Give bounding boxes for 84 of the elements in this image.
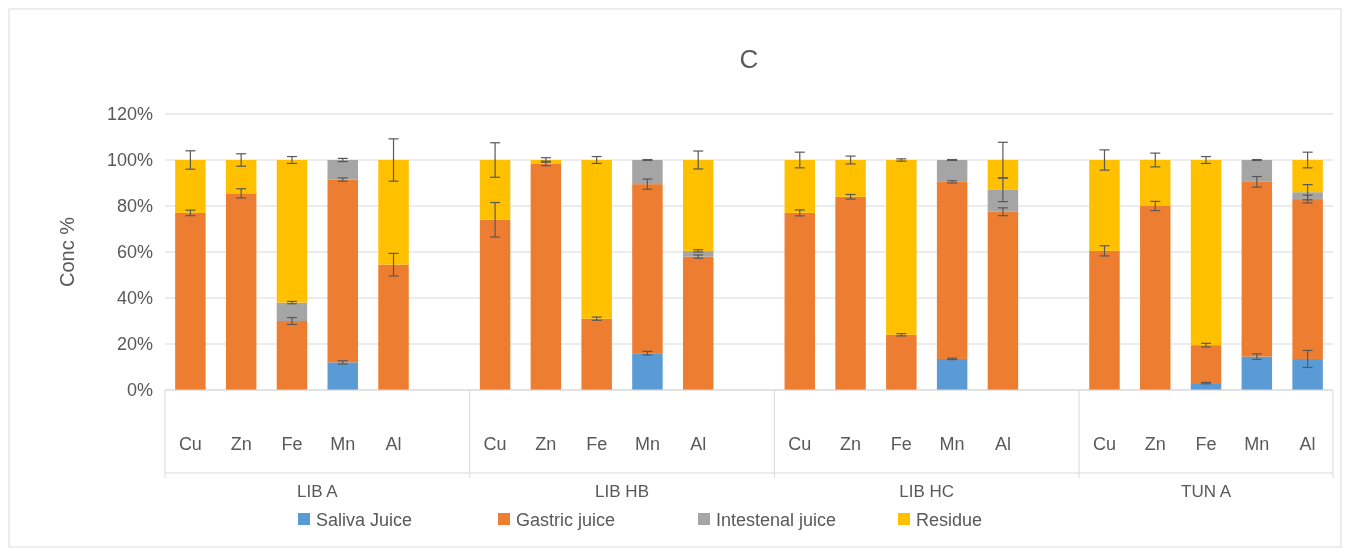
y-tick-label: 20% [116, 334, 153, 355]
bar [784, 212, 816, 390]
legend-label: Saliva Juice [316, 510, 413, 531]
y-tick-label: 0% [126, 380, 153, 401]
bar [581, 160, 612, 319]
y-axis-title: Conc % [56, 216, 78, 288]
bar [682, 256, 714, 390]
bar [1292, 192, 1323, 200]
bar [784, 160, 816, 213]
bar [327, 179, 358, 363]
text: TUN A [1181, 482, 1232, 501]
x-tick-label: Mn [939, 434, 965, 454]
x-tick-label: Zn [535, 434, 557, 454]
y-tick-label: 100% [106, 150, 153, 171]
y-tick-label: 40% [116, 288, 153, 309]
bar [327, 362, 358, 390]
bar [987, 160, 1019, 190]
bar [936, 160, 968, 182]
x-tick-label: Zn [840, 434, 862, 454]
bar [175, 160, 206, 213]
bar [1241, 160, 1273, 182]
bar [530, 163, 562, 390]
x-tick-label: Cu [483, 434, 507, 454]
x-tick-label: Fe [281, 434, 303, 454]
bar [936, 181, 968, 359]
bar [378, 264, 409, 390]
bar [886, 334, 917, 390]
bar [1140, 160, 1171, 206]
bar [225, 160, 257, 194]
bar [378, 160, 409, 265]
bar [1241, 356, 1273, 390]
text: LIB HC [899, 482, 955, 501]
bar [632, 353, 663, 390]
x-tick-label: Fe [890, 434, 912, 454]
x-tick-label: Fe [1195, 434, 1217, 454]
x-tick-label: Al [994, 434, 1011, 454]
bar [175, 212, 206, 390]
bar [835, 196, 866, 390]
bar [1140, 206, 1171, 390]
bar [632, 160, 663, 185]
bar [276, 302, 308, 321]
chart-title: C [739, 44, 759, 74]
bar [1241, 181, 1273, 357]
y-tick-label: 60% [116, 242, 153, 263]
text: LIB A [297, 482, 339, 501]
bar [1190, 160, 1222, 346]
bar [1190, 345, 1222, 384]
bar [632, 184, 663, 354]
bar [1089, 160, 1120, 251]
bar [1292, 160, 1323, 193]
y-tick-label: 120% [106, 104, 153, 125]
x-tick-label: Cu [178, 434, 202, 454]
bar [1292, 199, 1323, 359]
x-tick-label: Cu [1092, 434, 1116, 454]
x-tick-label: Fe [586, 434, 608, 454]
bar [479, 160, 511, 220]
x-tick-label: Mn [634, 434, 660, 454]
bar [886, 160, 917, 335]
x-tick-label: Al [1299, 434, 1316, 454]
bar [1292, 358, 1323, 390]
legend-label: Intestenal juice [716, 510, 837, 531]
bar [276, 160, 308, 303]
bar [276, 321, 308, 390]
x-tick-label: Zn [1144, 434, 1166, 454]
x-tick-label: Al [385, 434, 402, 454]
legend-label: Residue [916, 510, 983, 531]
bar [682, 160, 714, 251]
y-tick-label: 80% [116, 196, 153, 217]
bar [936, 358, 968, 390]
bar [581, 318, 612, 390]
x-tick-label: Al [690, 434, 707, 454]
bar [835, 160, 866, 197]
bar [225, 193, 257, 390]
legend-label: Gastric juice [516, 510, 616, 531]
bar [479, 219, 511, 390]
x-tick-label: Zn [230, 434, 252, 454]
bar [987, 189, 1019, 212]
x-tick-label: Cu [788, 434, 812, 454]
bar [1089, 250, 1120, 390]
text: LIB HB [595, 482, 649, 501]
x-tick-label: Mn [1244, 434, 1270, 454]
bar [327, 160, 358, 180]
x-tick-label: Mn [330, 434, 356, 454]
bar [987, 211, 1019, 390]
